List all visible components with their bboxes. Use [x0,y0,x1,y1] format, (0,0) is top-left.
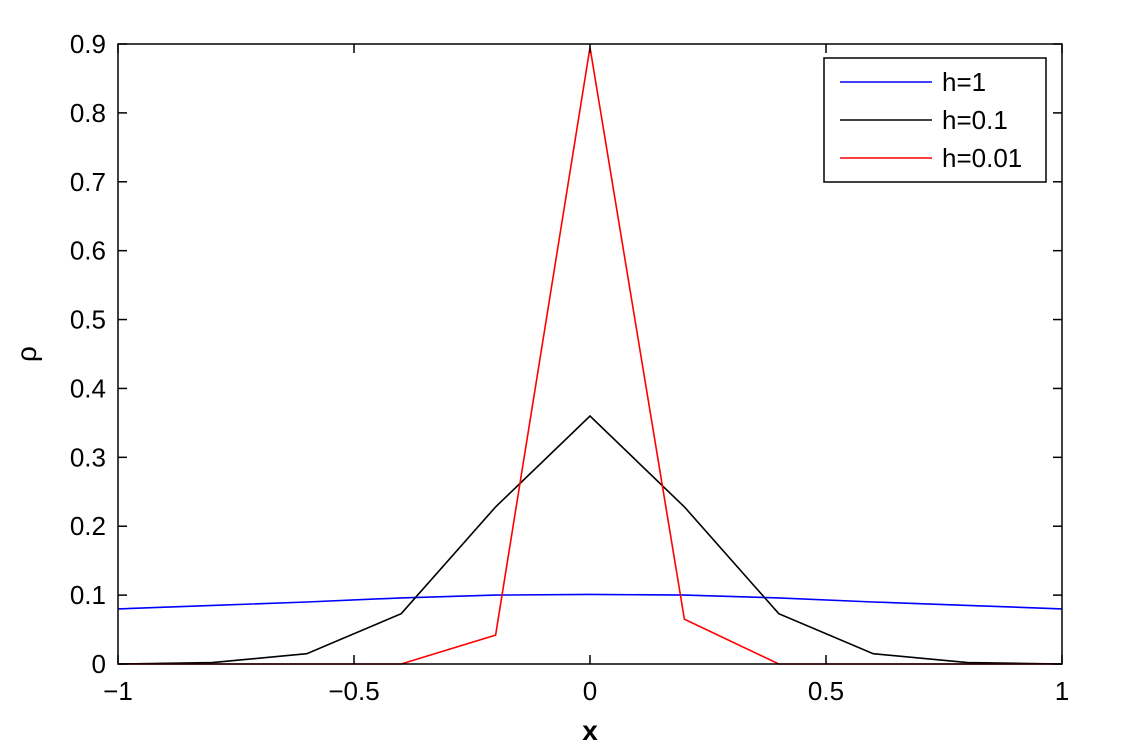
y-tick-label: 0.1 [70,580,106,610]
legend-label-0: h=1 [942,67,986,97]
x-tick-label: 0 [583,676,597,706]
y-tick-label: 0 [92,649,106,679]
y-tick-label: 0.5 [70,305,106,335]
legend-label-1: h=0.1 [942,105,1008,135]
x-tick-label: −1 [103,676,133,706]
legend: h=1 h=0.1 h=0.01 [823,57,1047,183]
tick-layer: −1 −0.5 0 0.5 1 0 0.1 0.2 0.3 0.4 0.5 0.6 0.7 0.8 0.9 [70,29,1069,706]
y-tick-label: 0.4 [70,373,106,403]
series-line-0 [117,593,1063,610]
x-tick-label: −0.5 [328,676,379,706]
y-axis-label: ρ [11,346,42,362]
y-tick-label: 0.9 [70,29,106,59]
x-tick-label: 1 [1055,676,1069,706]
x-axis-label: x [582,715,598,746]
legend-label-2: h=0.01 [942,143,1022,173]
y-tick-label: 0.6 [70,236,106,266]
y-tick-label: 0.8 [70,98,106,128]
y-tick-label: 0.2 [70,511,106,541]
y-tick-label: 0.7 [70,167,106,197]
x-tick-label: 0.5 [808,676,844,706]
series-line-1 [117,414,1063,665]
y-tick-label: 0.3 [70,442,106,472]
